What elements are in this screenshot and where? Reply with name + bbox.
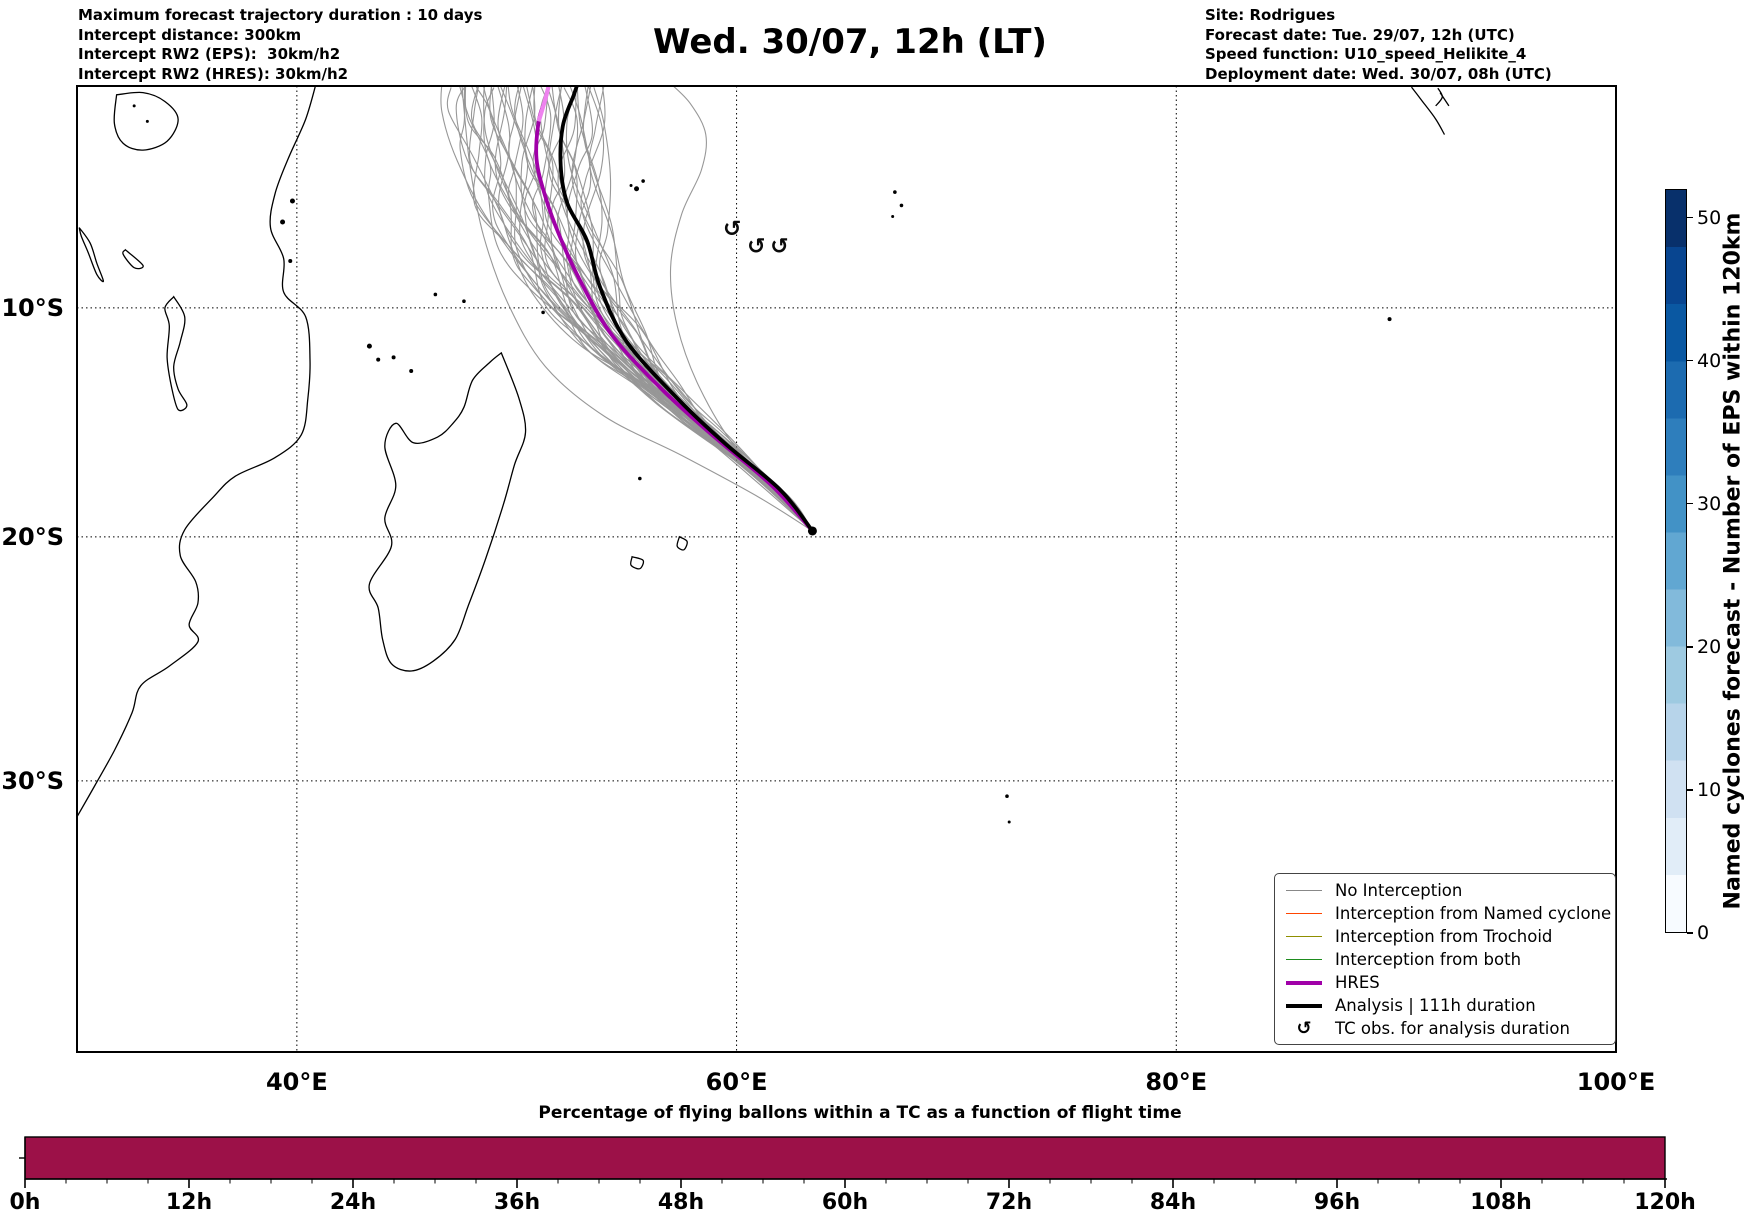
forecast-date-text: Forecast date: Tue. 29/07, 12h (UTC) <box>1205 25 1515 44</box>
legend-row-3: Interception from both <box>1275 948 1615 971</box>
legend-row-4: HRES <box>1275 971 1615 994</box>
y-axis-label: 30°S <box>1 767 64 795</box>
cyclone-rotation-icon: ↺ <box>747 235 765 260</box>
analysis-trajectory <box>558 86 814 533</box>
header-right-block: Site: Rodrigues Forecast date: Tue. 29/0… <box>1205 6 1552 84</box>
flying-balloons-bar <box>24 1136 1666 1180</box>
x-axis-label: 80°E <box>1145 1068 1207 1096</box>
colorbar-tick-label: 0 <box>1697 922 1710 944</box>
legend-line-swatch <box>1286 1003 1322 1008</box>
y-axis-label: 10°S <box>1 294 64 322</box>
bar-tick-label: 84h <box>1150 1190 1196 1213</box>
colorbar-tick <box>1687 789 1693 791</box>
intercept-rw2-hres-text: Intercept RW2 (HRES): 30km/h2 <box>78 64 349 83</box>
intercept-distance-text: Intercept distance: 300km <box>78 25 302 44</box>
legend-cyclone-icon: ↺ <box>1296 1017 1312 1039</box>
coastlines <box>77 86 1450 824</box>
header-left-block: Maximum forecast trajectory duration : 1… <box>78 6 482 84</box>
trajectory-origin-dot <box>807 526 817 536</box>
legend-label: Interception from Named cyclone <box>1335 904 1612 923</box>
legend-label: TC obs. for analysis duration <box>1335 1019 1570 1038</box>
x-axis-label: 60°E <box>706 1068 768 1096</box>
legend-row-6: ↺ TC obs. for analysis duration <box>1275 1017 1615 1040</box>
colorbar-label: Named cyclones forecast - Number of EPS … <box>1720 212 1746 910</box>
legend-line-swatch <box>1286 913 1322 914</box>
bar-tick-label: 120h <box>1634 1190 1696 1213</box>
bar-tick-label: 96h <box>1314 1190 1360 1213</box>
legend-label: No Interception <box>1335 881 1463 900</box>
x-axis-label: 100°E <box>1577 1068 1656 1096</box>
colorbar-tick <box>1687 216 1693 219</box>
bar-tick-label: 0h <box>10 1190 41 1213</box>
colorbar-tick-label: 30 <box>1697 492 1722 515</box>
map-gridlines <box>77 86 1616 1052</box>
control-trajectories <box>534 86 817 536</box>
max-duration-text: Maximum forecast trajectory duration : 1… <box>78 6 483 24</box>
cyclone-rotation-icon: ↺ <box>770 235 788 260</box>
map-legend: No Interception Interception from Named c… <box>1274 873 1616 1045</box>
bar-tick-label: 36h <box>494 1190 540 1213</box>
legend-label: Analysis | 111h duration <box>1335 996 1536 1015</box>
colorbar-tick-label: 50 <box>1697 206 1722 229</box>
bar-tick-label: 12h <box>166 1190 212 1213</box>
legend-row-1: Interception from Named cyclone <box>1275 902 1615 925</box>
legend-line-swatch <box>1286 980 1322 985</box>
hres-trajectory-tip <box>536 86 551 122</box>
speed-function-text: Speed function: U10_speed_Helikite_4 <box>1205 45 1527 63</box>
y-axis-label: 20°S <box>1 523 64 551</box>
colorbar-tick-label: 40 <box>1697 349 1722 372</box>
flight-time-bar-chart: 0h 12h 24h 36h 48h 60h 72h 84h 96h 108h 120h <box>10 1136 1696 1213</box>
map-axis-labels: 10°S 20°S 30°S 40°E 60°E 80°E 100°E <box>1 294 1655 1096</box>
x-axis-label: 40°E <box>266 1068 328 1096</box>
colorbar-tick <box>1687 646 1693 648</box>
legend-label: HRES <box>1335 973 1380 992</box>
legend-row-5: Analysis | 111h duration <box>1275 994 1615 1017</box>
intercept-rw2-eps-text: Intercept RW2 (EPS): 30km/h2 <box>78 45 341 63</box>
legend-row-2: Interception from Trochoid <box>1275 925 1615 948</box>
site-text: Site: Rodrigues <box>1205 6 1336 24</box>
map-frame <box>76 85 1617 1053</box>
bar-tick-label: 108h <box>1470 1190 1532 1213</box>
colorbar-tick-label: 20 <box>1697 635 1722 658</box>
tc-obs-markers: ↺↺ ↺ <box>723 217 789 260</box>
colorbar-tick <box>1687 932 1693 934</box>
deployment-date-text: Deployment date: Wed. 30/07, 08h (UTC) <box>1205 64 1552 83</box>
bar-tick-label: 24h <box>330 1190 376 1213</box>
cyclone-rotation-icon: ↺ <box>723 217 741 242</box>
ensemble-trajectories <box>440 86 813 532</box>
legend-label: Interception from Trochoid <box>1335 927 1553 946</box>
bar-tick-label: 60h <box>822 1190 868 1213</box>
legend-line-swatch <box>1286 936 1322 937</box>
bar-tick-label: 72h <box>986 1190 1032 1213</box>
legend-line-swatch <box>1286 890 1322 891</box>
colorbar-tick <box>1687 503 1693 505</box>
colorbar-tick-label: 10 <box>1697 778 1722 801</box>
legend-row-0: No Interception <box>1275 879 1615 902</box>
colorbar-gradient <box>1665 189 1687 933</box>
colorbar-tick <box>1687 359 1693 362</box>
legend-line-swatch <box>1286 959 1322 960</box>
figure-title: Wed. 30/07, 12h (LT) <box>653 22 1047 62</box>
legend-label: Interception from both <box>1335 950 1522 969</box>
bar-tick-label: 48h <box>658 1190 704 1213</box>
bottom-chart-title: Percentage of flying ballons within a TC… <box>538 1103 1182 1123</box>
